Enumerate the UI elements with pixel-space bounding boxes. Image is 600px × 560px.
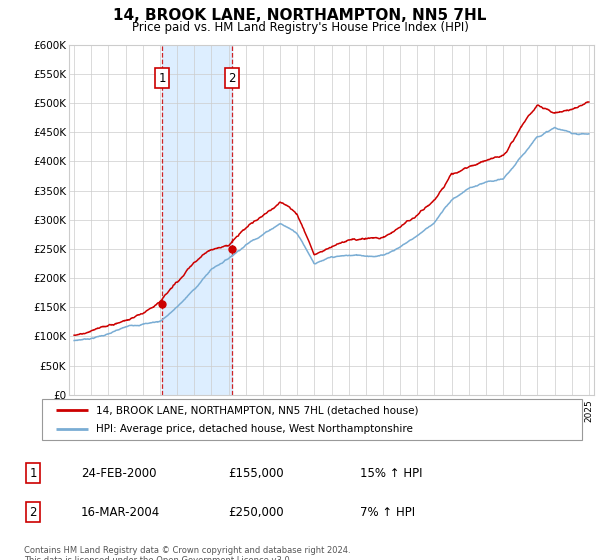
Text: 16-MAR-2004: 16-MAR-2004 bbox=[81, 506, 160, 519]
Text: Price paid vs. HM Land Registry's House Price Index (HPI): Price paid vs. HM Land Registry's House … bbox=[131, 21, 469, 34]
Text: HPI: Average price, detached house, West Northamptonshire: HPI: Average price, detached house, West… bbox=[96, 424, 413, 433]
Text: 2: 2 bbox=[29, 506, 37, 519]
Text: Contains HM Land Registry data © Crown copyright and database right 2024.
This d: Contains HM Land Registry data © Crown c… bbox=[24, 546, 350, 560]
Text: 1: 1 bbox=[158, 72, 166, 85]
Text: 2: 2 bbox=[229, 72, 236, 85]
Text: 14, BROOK LANE, NORTHAMPTON, NN5 7HL (detached house): 14, BROOK LANE, NORTHAMPTON, NN5 7HL (de… bbox=[96, 405, 419, 415]
Text: 14, BROOK LANE, NORTHAMPTON, NN5 7HL: 14, BROOK LANE, NORTHAMPTON, NN5 7HL bbox=[113, 8, 487, 24]
Bar bbox=[162, 45, 232, 395]
Text: 15% ↑ HPI: 15% ↑ HPI bbox=[360, 466, 422, 480]
Text: 1: 1 bbox=[29, 466, 37, 480]
Text: 7% ↑ HPI: 7% ↑ HPI bbox=[360, 506, 415, 519]
FancyBboxPatch shape bbox=[42, 399, 582, 440]
Text: £155,000: £155,000 bbox=[228, 466, 284, 480]
Text: 24-FEB-2000: 24-FEB-2000 bbox=[81, 466, 157, 480]
Text: £250,000: £250,000 bbox=[228, 506, 284, 519]
